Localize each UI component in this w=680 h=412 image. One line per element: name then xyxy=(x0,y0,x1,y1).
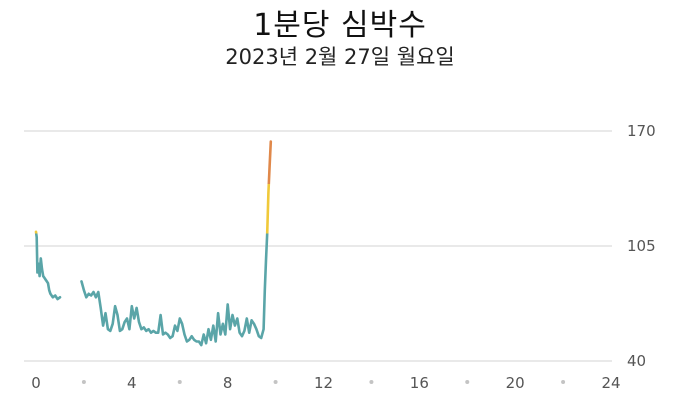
x-minor-tick-dot xyxy=(81,380,86,384)
chart-title: 1분당 심박수 xyxy=(253,8,427,43)
x-minor-tick-dot xyxy=(369,380,374,384)
heart-rate-line-segment-2 xyxy=(80,140,273,347)
x-minor-tick-dot xyxy=(561,380,566,384)
x-minor-tick-dot xyxy=(177,380,182,384)
grid-lines xyxy=(24,130,612,362)
x-minor-tick-dot xyxy=(273,380,278,384)
x-axis: 0 4 8 12 16 20 24 xyxy=(31,374,620,392)
x-tick-label: 24 xyxy=(601,374,620,392)
x-tick-label: 0 xyxy=(31,374,41,392)
y-tick-label: 105 xyxy=(627,237,656,255)
x-minor-tick-dot xyxy=(465,380,470,384)
chart-subtitle: 2023년 2월 27일 월요일 xyxy=(225,45,455,69)
y-tick-label: 40 xyxy=(627,352,646,370)
heart-rate-line-segment-1 xyxy=(34,230,62,301)
heart-rate-series xyxy=(34,140,273,347)
x-tick-label: 4 xyxy=(127,374,137,392)
y-axis: 40 105 170 xyxy=(627,122,656,370)
x-tick-label: 12 xyxy=(314,374,333,392)
x-tick-label: 20 xyxy=(506,374,525,392)
y-tick-label: 170 xyxy=(627,122,656,140)
x-tick-label: 8 xyxy=(223,374,233,392)
x-tick-label: 16 xyxy=(410,374,429,392)
